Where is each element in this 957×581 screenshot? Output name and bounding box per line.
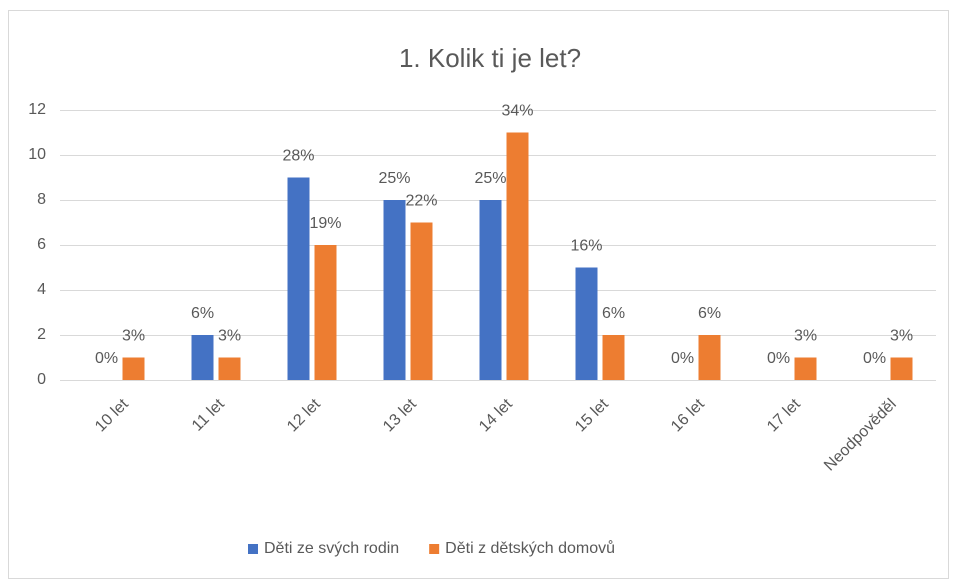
data-label: 0%	[671, 350, 694, 367]
bar	[191, 335, 214, 380]
data-label: 19%	[309, 215, 341, 232]
bar	[314, 245, 337, 380]
bar	[890, 357, 913, 380]
data-label: 3%	[890, 328, 913, 345]
data-label: 28%	[282, 148, 314, 165]
bar	[602, 335, 625, 380]
data-label: 3%	[794, 328, 817, 345]
data-label: 3%	[218, 328, 241, 345]
data-label: 25%	[474, 170, 506, 187]
data-label: 0%	[95, 350, 118, 367]
bar	[506, 132, 529, 380]
y-tick-label: 6	[37, 236, 46, 253]
data-label: 34%	[501, 103, 533, 120]
data-label: 25%	[378, 170, 410, 187]
y-tick-label: 4	[37, 281, 46, 298]
legend-label: Děti z dětských domovů	[445, 539, 615, 557]
legend-label: Děti ze svých rodin	[264, 540, 399, 557]
chart-title: 1. Kolik ti je let?	[399, 43, 581, 73]
y-tick-label: 10	[28, 146, 46, 163]
bar	[218, 357, 241, 380]
data-label: 16%	[570, 238, 602, 255]
bar	[794, 357, 817, 380]
chart-border	[8, 10, 949, 579]
data-label: 3%	[122, 328, 145, 345]
bar	[287, 177, 310, 380]
y-tick-label: 0	[37, 371, 46, 388]
data-label: 0%	[863, 350, 886, 367]
y-tick-label: 8	[37, 191, 46, 208]
y-tick-label: 12	[28, 101, 46, 118]
data-label: 22%	[405, 193, 437, 210]
bar	[383, 200, 406, 380]
bar	[122, 357, 145, 380]
data-label: 6%	[602, 305, 625, 322]
data-label: 6%	[698, 305, 721, 322]
bar	[410, 222, 433, 380]
legend-swatch	[429, 544, 440, 554]
bar	[479, 200, 502, 380]
bar	[575, 267, 598, 380]
bar	[698, 335, 721, 380]
data-label: 6%	[191, 305, 214, 322]
y-tick-label: 2	[37, 326, 46, 343]
legend-swatch	[248, 544, 258, 554]
data-label: 0%	[767, 350, 790, 367]
